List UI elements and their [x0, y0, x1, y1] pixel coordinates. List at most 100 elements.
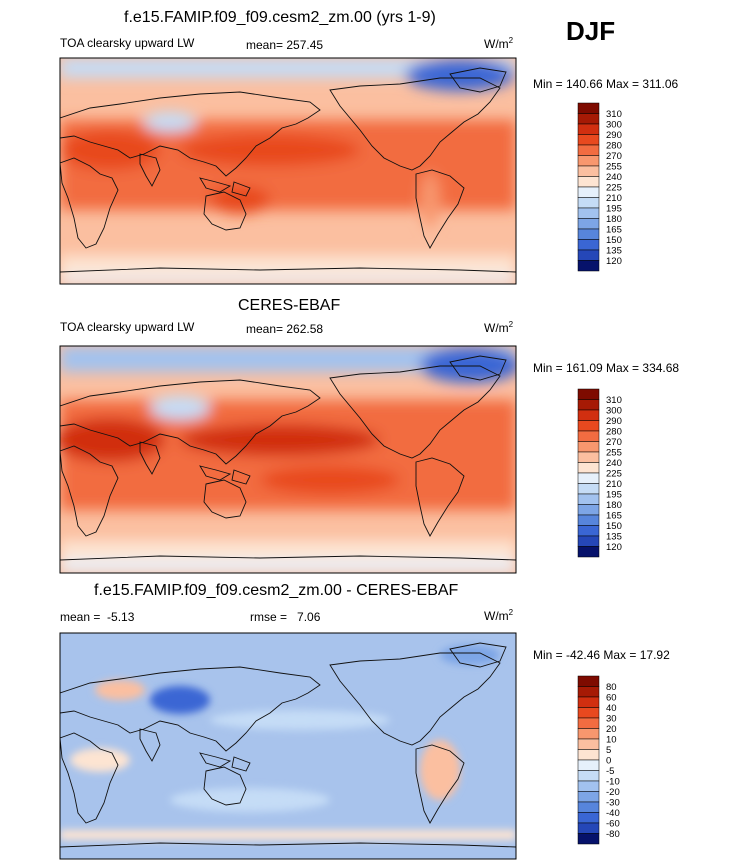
legend3-tick-label: 10	[606, 735, 617, 746]
legend2-tick-label: 280	[606, 427, 622, 438]
legend1-swatch	[577, 144, 600, 156]
panel2-map	[59, 345, 517, 574]
legend2-swatch	[577, 525, 600, 537]
legend2-tick-label: 290	[606, 416, 622, 427]
legend1-swatch	[577, 249, 600, 261]
panel3-mean-value: -5.13	[107, 610, 135, 624]
legend2-tick-label: 255	[606, 448, 622, 459]
legend1-tick-label: 290	[606, 130, 622, 141]
panel2-mean-value: 262.58	[286, 322, 324, 336]
legend1-swatch	[577, 228, 600, 240]
panel1-units: W/m2	[484, 36, 513, 51]
legend1-swatch	[577, 123, 600, 135]
legend-group: 3103002902802702552402252101951801651501…	[577, 102, 622, 845]
legend3-swatch	[577, 686, 600, 698]
panel2-variable: TOA clearsky upward LW	[60, 320, 195, 334]
legend1-tick-label: 180	[606, 214, 622, 225]
legend3-tick-label: 80	[606, 682, 617, 693]
legend3-tick-label: 0	[606, 756, 611, 767]
legend3-swatch	[577, 833, 600, 845]
legend1-swatch	[577, 207, 600, 219]
legend3-swatch	[577, 675, 600, 687]
legend3-tick-label: -60	[606, 819, 620, 830]
legend3-swatch	[577, 728, 600, 740]
legend2-swatch	[577, 483, 600, 495]
legend3-tick-label: -5	[606, 766, 614, 777]
legend2-swatch	[577, 451, 600, 463]
legend3-tick-label: 20	[606, 724, 617, 735]
panel2-mean: mean= 262.58	[246, 322, 323, 336]
legend1-tick-label: 255	[606, 162, 622, 173]
panel1-variable: TOA clearsky upward LW	[60, 36, 195, 50]
legend1-tick-label: 165	[606, 225, 622, 236]
panel2-minmax: Min = 161.09 Max = 334.68	[533, 361, 680, 375]
legend1-tick-label: 310	[606, 109, 622, 120]
panel1-mean-label: mean=	[246, 38, 284, 52]
panel1-minmax: Min = 140.66 Max = 311.06	[533, 77, 679, 91]
panel2-units-base: W/m	[484, 321, 509, 335]
legend1-swatch	[577, 239, 600, 251]
legend2-swatch	[577, 388, 600, 400]
panel3-map	[59, 632, 517, 860]
legend1-tick-label: 195	[606, 204, 622, 215]
legend3-swatch	[577, 717, 600, 729]
legend2-swatch	[577, 420, 600, 432]
legend3-tick-label: -10	[606, 777, 620, 788]
panel2-units-exp: 2	[508, 320, 514, 329]
legend1-swatch	[577, 197, 600, 209]
legend3-swatch	[577, 696, 600, 708]
legend2-tick-label: 300	[606, 406, 622, 417]
legend2-tick-label: 120	[606, 542, 622, 553]
panel1-mean-value: 257.45	[286, 38, 324, 52]
panel3-rmse-value: 7.06	[297, 610, 321, 624]
legend1-tick-label: 240	[606, 172, 622, 183]
legend2-swatch	[577, 441, 600, 453]
legend2-swatch	[577, 472, 600, 484]
legend3-swatch	[577, 759, 600, 771]
legend1-tick-label: 150	[606, 235, 622, 246]
legend2-swatch	[577, 430, 600, 442]
legend3-swatch	[577, 780, 600, 792]
legend1-tick-label: 210	[606, 193, 622, 204]
legend1-tick-label: 120	[606, 256, 622, 267]
panel3-rmse: rmse = 7.06	[250, 610, 320, 624]
legend2-swatch	[577, 546, 600, 558]
panel3-title: f.e15.FAMIP.f09_f09.cesm2_zm.00 - CERES-…	[94, 582, 459, 599]
legend2-swatch	[577, 493, 600, 505]
legend1-swatch	[577, 134, 600, 146]
panel1-mean: mean= 257.45	[246, 38, 323, 52]
panel3-units: W/m2	[484, 608, 513, 623]
legend2-tick-label: 180	[606, 500, 622, 511]
panel1-title: f.e15.FAMIP.f09_f09.cesm2_zm.00 (yrs 1-9…	[124, 9, 436, 26]
legend2-swatch	[577, 409, 600, 421]
legend3-tick-label: 40	[606, 703, 617, 714]
legend2-tick-label: 270	[606, 437, 622, 448]
legend1-swatch	[577, 218, 600, 230]
legend3-swatch	[577, 770, 600, 782]
legend3-tick-label: -20	[606, 787, 620, 798]
legend3-tick-label: 30	[606, 714, 617, 725]
legend2-tick-label: 195	[606, 490, 622, 501]
legend2-tick-label: 135	[606, 532, 622, 543]
panel3-units-base: W/m	[484, 609, 509, 623]
legend2-tick-label: 225	[606, 469, 622, 480]
panel3-minmax: Min = -42.46 Max = 17.92	[533, 648, 670, 662]
legend1-swatch	[577, 155, 600, 167]
panel3-units-exp: 2	[508, 608, 514, 617]
legend1-swatch	[577, 260, 600, 272]
legend3-tick-label: 5	[606, 745, 611, 756]
season-label: DJF	[566, 16, 616, 46]
panel1-map	[59, 57, 517, 285]
legend1-tick-label: 270	[606, 151, 622, 162]
legend1-tick-label: 300	[606, 120, 622, 131]
panel3-mean: mean = -5.13	[60, 610, 134, 624]
legend2-swatch	[577, 504, 600, 516]
legend1-tick-label: 280	[606, 141, 622, 152]
panel1-units-exp: 2	[508, 36, 514, 45]
legend1-swatch	[577, 176, 600, 188]
legend2-tick-label: 210	[606, 479, 622, 490]
legend1-tick-label: 225	[606, 183, 622, 194]
legend3-tick-label: -40	[606, 808, 620, 819]
legend2-swatch	[577, 514, 600, 526]
